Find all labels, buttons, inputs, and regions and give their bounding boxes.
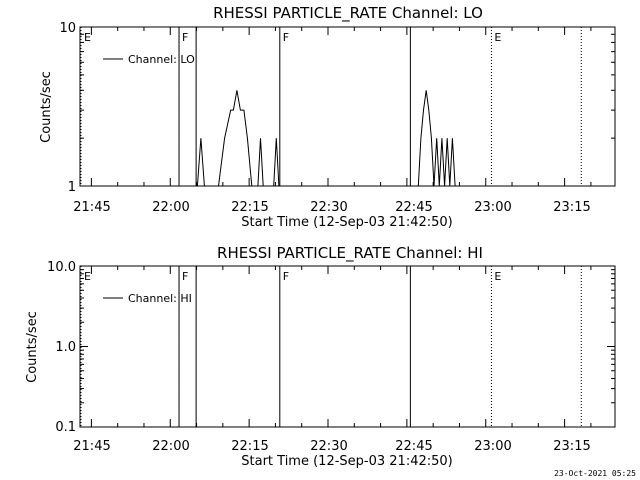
panel-lo-x-axis-label: Start Time (12-Sep-03 21:42:50) (241, 215, 452, 230)
x-tick-label: 22:30 (310, 439, 347, 454)
event-marker-label: F (182, 31, 188, 44)
y-tick-label: 10.0 (47, 260, 76, 275)
panel-lo-x-ticks (80, 26, 615, 187)
panel-hi-plot-frame (79, 265, 616, 428)
y-tick-label: 10 (59, 21, 76, 36)
series-line (196, 90, 456, 187)
panel-hi-legend: Channel: HI (103, 292, 192, 305)
panel-lo-y-tick-labels: 1 10 (59, 21, 76, 195)
footer-timestamp: 23-Oct-2021 05:25 (554, 469, 636, 478)
y-tick-label: 1 (68, 180, 76, 195)
event-marker-label: E (84, 270, 91, 283)
panel-lo-series (196, 90, 456, 187)
panel-hi-title: RHESSI PARTICLE_RATE Channel: HI (217, 244, 483, 263)
x-tick-label: 21:45 (73, 439, 110, 454)
x-tick-label: 22:30 (310, 200, 347, 215)
x-tick-label: 22:00 (152, 439, 189, 454)
y-tick-label: 1.0 (55, 340, 76, 355)
event-marker-label: E (84, 31, 91, 44)
panel-lo-legend: Channel: LO (103, 53, 195, 66)
x-tick-label: 23:00 (474, 439, 511, 454)
x-tick-label: 23:15 (553, 200, 590, 215)
panel-hi-x-tick-labels: 21:45 22:00 22:15 22:30 22:45 23:00 23:1… (73, 439, 590, 454)
panel-lo-x-tick-labels: 21:45 22:00 22:15 22:30 22:45 23:00 23:1… (73, 200, 590, 215)
x-tick-label: 22:45 (395, 200, 432, 215)
x-tick-label: 22:45 (395, 439, 432, 454)
panel-lo-title: RHESSI PARTICLE_RATE Channel: LO (213, 4, 483, 23)
panel-hi: RHESSI PARTICLE_RATE Channel: HI 21:45 2… (25, 244, 616, 469)
y-tick-label: 0.1 (55, 420, 76, 435)
panel-lo-plot-frame (79, 26, 616, 187)
event-marker-label: F (283, 31, 289, 44)
panel-lo: RHESSI PARTICLE_RATE Channel: LO 21:45 2… (39, 4, 616, 230)
x-tick-label: 21:45 (73, 200, 110, 215)
panel-hi-x-ticks (80, 265, 615, 428)
event-marker-label: F (182, 270, 188, 283)
legend-entry: Channel: LO (128, 53, 195, 66)
event-marker-label: E (494, 270, 501, 283)
x-tick-label: 23:00 (474, 200, 511, 215)
event-marker-label: E (494, 31, 501, 44)
panel-hi-x-axis-label: Start Time (12-Sep-03 21:42:50) (241, 454, 452, 469)
panel-hi-y-axis-label: Counts/sec (25, 311, 40, 383)
x-tick-label: 22:00 (152, 200, 189, 215)
x-tick-label: 22:15 (231, 439, 268, 454)
x-tick-label: 22:15 (231, 200, 268, 215)
x-tick-label: 23:15 (553, 439, 590, 454)
panel-hi-y-tick-labels: 0.1 1.0 10.0 (47, 260, 76, 435)
event-marker-label: F (283, 270, 289, 283)
panel-lo-y-axis-label: Counts/sec (39, 71, 54, 143)
legend-entry: Channel: HI (128, 292, 192, 305)
